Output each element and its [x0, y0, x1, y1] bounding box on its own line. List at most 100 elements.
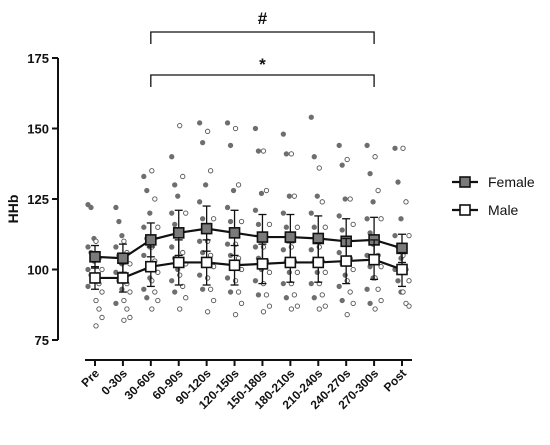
- data-point: [172, 182, 178, 188]
- data-point: [395, 179, 401, 185]
- mean-marker: [396, 242, 408, 255]
- data-point: [322, 269, 328, 275]
- data-point: [183, 295, 189, 301]
- data-point: [308, 247, 314, 253]
- data-point: [232, 311, 239, 318]
- data-point: [406, 303, 412, 309]
- data-point: [141, 286, 147, 292]
- legend-label: Female: [488, 174, 535, 190]
- series-line: [95, 258, 403, 280]
- data-point: [311, 224, 317, 230]
- data-point: [280, 280, 287, 287]
- legend-item: Female: [452, 174, 535, 190]
- data-point: [392, 145, 398, 151]
- data-point: [336, 249, 342, 256]
- data-point: [350, 221, 356, 228]
- data-point: [316, 306, 322, 312]
- data-point: [124, 306, 130, 312]
- data-point: [339, 297, 345, 304]
- data-point: [169, 154, 175, 160]
- data-point: [319, 292, 325, 298]
- data-point: [258, 190, 265, 197]
- data-point: [252, 125, 259, 132]
- data-point: [235, 182, 242, 188]
- mean-marker: [145, 260, 157, 273]
- data-point: [172, 289, 178, 295]
- mean-marker: [145, 234, 157, 246]
- data-point: [372, 306, 378, 312]
- data-point: [121, 238, 127, 244]
- data-point: [144, 187, 150, 194]
- data-point: [291, 292, 298, 298]
- data-point: [196, 120, 203, 126]
- data-point: [291, 193, 298, 199]
- data-point: [350, 266, 356, 273]
- data-point: [280, 210, 287, 216]
- data-point: [311, 295, 317, 301]
- data-point: [316, 165, 322, 171]
- mean-marker: [312, 256, 325, 269]
- data-point: [113, 244, 119, 250]
- data-point: [364, 216, 370, 222]
- series-layer: [89, 205, 408, 293]
- legend: Female Male: [452, 174, 535, 218]
- data-point: [339, 227, 345, 233]
- data-point: [175, 193, 181, 199]
- data-point: [121, 297, 127, 304]
- data-point: [113, 300, 119, 306]
- data-point: [378, 297, 384, 304]
- data-point: [207, 168, 214, 174]
- legend-marker: [459, 204, 471, 216]
- series-male: [89, 237, 408, 293]
- y-tick-label: 175: [27, 51, 49, 66]
- data-point: [372, 154, 378, 160]
- data-point: [286, 193, 293, 199]
- data-point: [350, 300, 356, 306]
- legend-marker: [459, 176, 471, 188]
- data-point: [392, 233, 398, 239]
- data-point: [147, 210, 153, 216]
- data-point: [280, 247, 287, 253]
- significance-bracket: [150, 74, 375, 87]
- data-point: [263, 292, 270, 298]
- data-point: [116, 218, 122, 225]
- data-point: [183, 210, 189, 216]
- data-point: [85, 283, 91, 290]
- data-point: [263, 187, 270, 194]
- mean-marker: [89, 251, 101, 263]
- data-point: [204, 128, 211, 134]
- data-point: [283, 295, 290, 301]
- data-point: [311, 154, 317, 160]
- data-point: [260, 309, 267, 315]
- data-point: [375, 286, 381, 292]
- data-point: [144, 295, 150, 301]
- data-point: [266, 269, 273, 275]
- data-point: [155, 224, 161, 230]
- data-point: [344, 156, 350, 163]
- data-point: [364, 142, 370, 149]
- data-point: [210, 216, 217, 222]
- data-point: [199, 139, 206, 146]
- data-point: [288, 151, 295, 157]
- mean-marker: [396, 263, 408, 276]
- data-point: [308, 210, 314, 216]
- data-point: [224, 204, 231, 211]
- data-point: [235, 289, 242, 295]
- data-point: [238, 300, 245, 306]
- data-point: [96, 306, 102, 312]
- mean-marker: [368, 253, 380, 266]
- data-point: [172, 221, 178, 228]
- significance-label: *: [259, 55, 266, 74]
- data-point: [169, 244, 175, 250]
- data-point: [403, 199, 409, 205]
- mean-marker: [256, 231, 269, 243]
- significance-label: #: [258, 9, 268, 28]
- mean-marker: [228, 227, 241, 239]
- data-point: [322, 303, 328, 309]
- data-point: [207, 286, 214, 292]
- data-point: [367, 300, 373, 306]
- data-point: [227, 142, 234, 149]
- data-point: [204, 309, 211, 315]
- data-point: [196, 272, 203, 278]
- series-female: [89, 205, 408, 273]
